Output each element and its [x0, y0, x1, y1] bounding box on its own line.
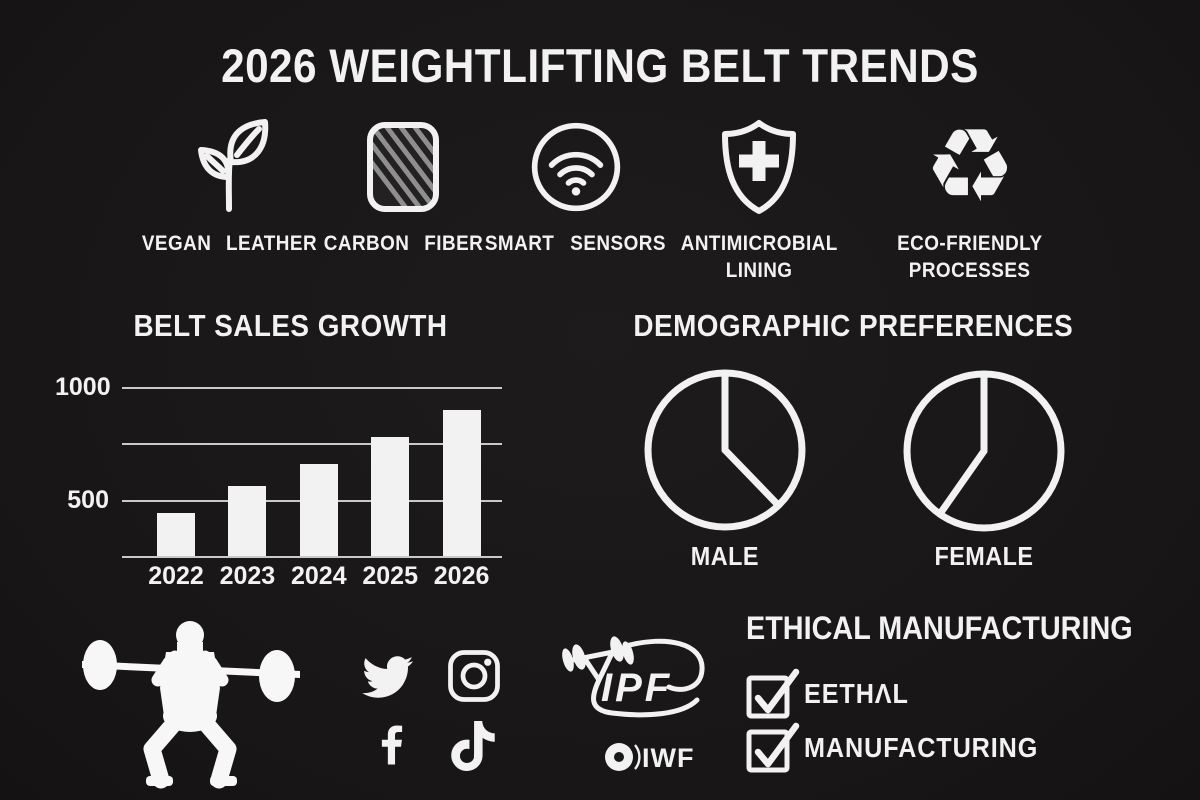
leaf-icon [120, 112, 340, 222]
bar-2023 [228, 486, 267, 556]
x-axis-label: 2022 [148, 562, 204, 590]
gridline [122, 443, 502, 446]
wifi-sensor-icon [466, 112, 686, 222]
pie-chart-female [903, 370, 1065, 532]
bar-2025 [371, 436, 410, 556]
ethical-heading: ETHICAL MANUFACTURING [746, 610, 1133, 646]
instagram-icon [448, 650, 500, 702]
shield-plus-icon [649, 112, 869, 222]
feature-carbon-fiber: CARBON FIBER [293, 112, 513, 257]
checklist-item-label: MANUFACTURING [804, 732, 1039, 763]
x-axis-label: 2024 [290, 562, 347, 590]
feature-label: ECO-FRIENDLY PROCESSES [897, 232, 1043, 282]
belt-sales-bar-chart: 1000 500 2022 2023 2024 2025 2026 [55, 373, 515, 604]
ipf-logo: IPF [562, 636, 705, 718]
feature-smart-sensors: SMART SENSORS [466, 112, 686, 257]
facebook-icon [381, 725, 403, 765]
checked-checkbox-icon [746, 668, 800, 719]
checklist-item-label: EETHΛL [804, 678, 909, 709]
feature-eco-friendly: ♻ ECO-FRIENDLY PROCESSES [860, 112, 1080, 284]
feature-label: ANTIMICROBIAL LINING [680, 232, 838, 282]
pie-label-male: MALE [690, 541, 760, 571]
x-axis-label: 2026 [433, 562, 490, 590]
feature-vegan-leather: VEGAN LEATHER [120, 112, 340, 257]
belt-sales-heading: BELT SALES GROWTH [132, 308, 448, 343]
pie-chart-male [644, 369, 806, 531]
bar-2026 [442, 409, 481, 556]
x-axis-label: 2023 [219, 562, 276, 590]
page-title: 2026 WEIGHTLIFTING BELT TRENDS [221, 39, 979, 92]
feature-label: SMART SENSORS [484, 232, 666, 255]
bar-2022 [157, 513, 195, 556]
carbon-fiber-icon [293, 112, 513, 222]
feature-label: CARBON FIBER [324, 232, 484, 255]
bar-2024 [299, 463, 338, 556]
weightlifter-silhouette-icon [82, 621, 300, 789]
tiktok-icon [451, 721, 495, 772]
iwf-logo: IWF [605, 743, 694, 773]
twitter-icon [362, 656, 414, 698]
demographics-heading: DEMOGRAPHIC PREFERENCES [633, 308, 1073, 343]
gridline [122, 387, 502, 389]
x-axis-baseline [122, 556, 502, 558]
y-axis-tick-label: 500 [67, 485, 109, 514]
feature-antimicrobial: ANTIMICROBIAL LINING [649, 112, 869, 284]
pie-label-female: FEMALE [934, 541, 1034, 571]
ipf-logo-text: IPF [601, 666, 672, 710]
y-axis-tick-label: 1000 [55, 373, 111, 401]
recycle-icon: ♻ [924, 107, 1016, 226]
x-axis-label: 2025 [362, 562, 418, 590]
checked-checkbox-icon [746, 722, 800, 773]
feature-label: VEGAN LEATHER [141, 232, 318, 255]
iwf-logo-text: IWF [642, 743, 694, 773]
